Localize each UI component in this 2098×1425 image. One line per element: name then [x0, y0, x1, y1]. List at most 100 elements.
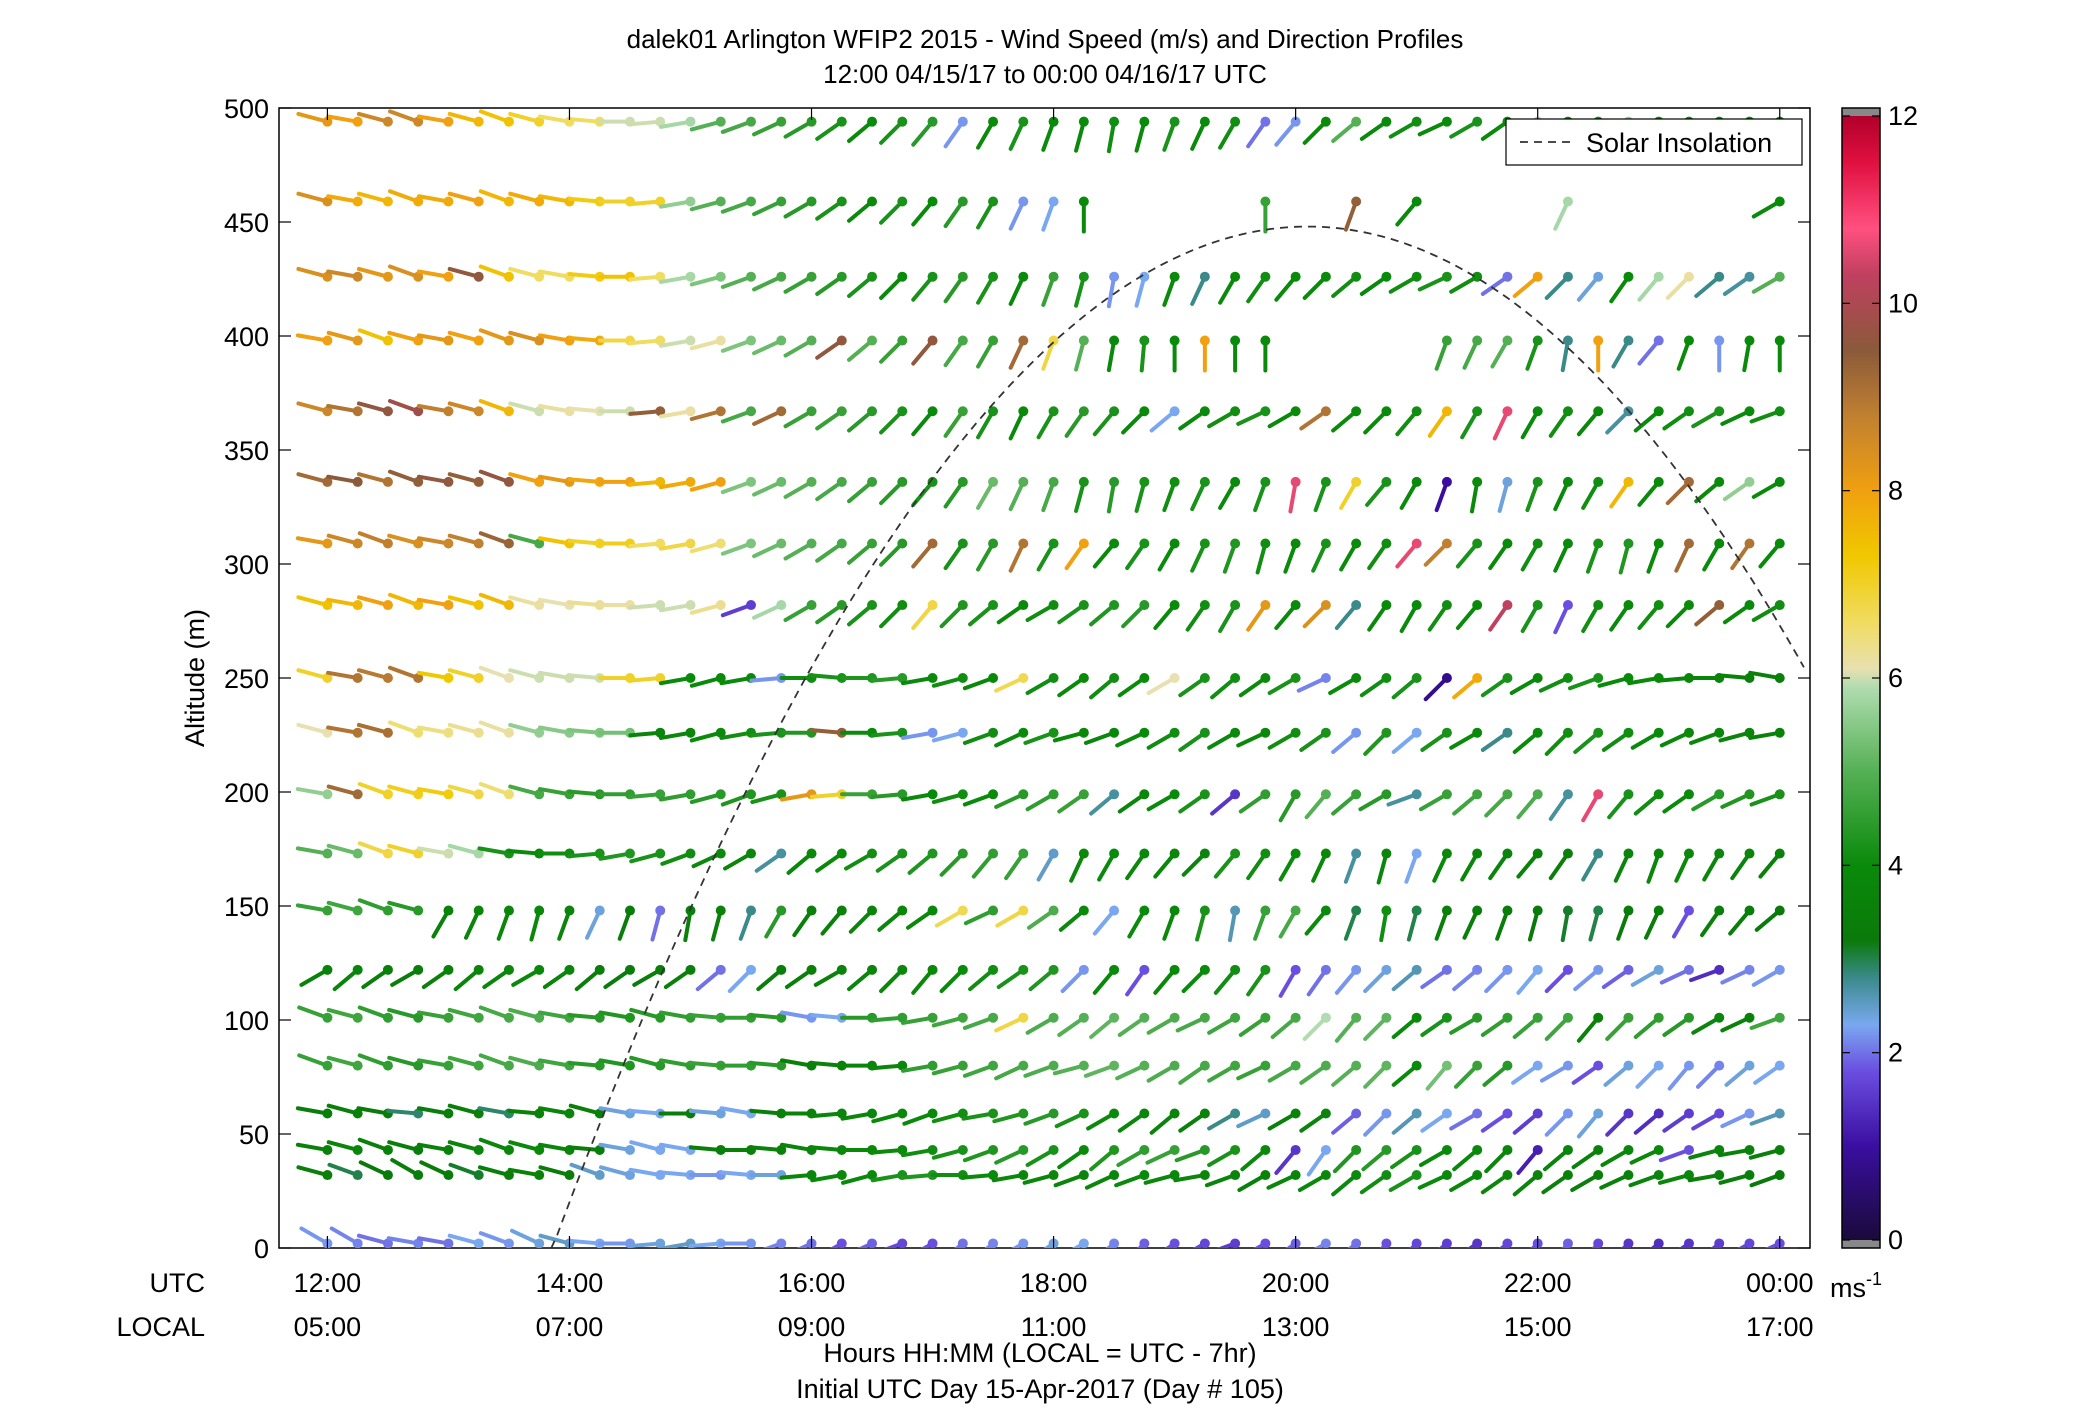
- wind-point: [1623, 1170, 1634, 1181]
- wind-point: [1441, 1108, 1452, 1119]
- wind-point: [1048, 905, 1059, 916]
- wind-stick: [1008, 338, 1026, 370]
- wind-point: [1381, 406, 1392, 417]
- wind-point: [413, 848, 424, 859]
- wind-point: [655, 848, 666, 859]
- wind-stick: [1083, 730, 1117, 745]
- wind-point: [867, 406, 878, 417]
- wind-point: [746, 905, 757, 916]
- wind-point: [1230, 789, 1241, 800]
- wind-stick: [689, 274, 723, 287]
- wind-stick: [1267, 676, 1298, 695]
- wind-point: [1048, 538, 1059, 549]
- wind-point: [322, 848, 333, 859]
- wind-point: [988, 1170, 999, 1181]
- wind-point: [655, 271, 666, 282]
- wind-stick: [537, 474, 572, 484]
- wind-point: [1502, 727, 1513, 738]
- wind-stick: [1218, 119, 1238, 150]
- wind-point: [1139, 1170, 1150, 1181]
- wind-stick: [720, 199, 754, 214]
- wind-stick: [1178, 1063, 1207, 1085]
- wind-stick: [569, 1162, 602, 1178]
- wind-stick: [1105, 1241, 1117, 1248]
- wind-point: [867, 476, 878, 487]
- wind-stick: [994, 730, 1026, 748]
- wind-point: [1502, 476, 1513, 487]
- wind-point: [534, 116, 545, 127]
- wind-point: [1774, 848, 1785, 859]
- wind-stick: [1434, 908, 1449, 941]
- wind-stick: [629, 1140, 663, 1152]
- wind-stick: [1267, 730, 1298, 750]
- wind-stick: [598, 1106, 632, 1116]
- wind-stick: [1195, 908, 1207, 942]
- wind-point: [564, 964, 575, 975]
- wind-point: [715, 905, 726, 916]
- wind-profile-marks: [295, 109, 1785, 1248]
- wind-stick: [779, 1058, 814, 1068]
- wind-point: [1048, 727, 1059, 738]
- wind-point: [1683, 1170, 1694, 1181]
- wind-point: [1290, 727, 1301, 738]
- wind-point: [382, 1170, 393, 1181]
- wind-point: [1502, 406, 1513, 417]
- wind-stick: [962, 1015, 996, 1030]
- wind-stick: [1359, 119, 1389, 141]
- wind-point: [322, 727, 333, 738]
- wind-stick: [1092, 541, 1117, 569]
- wind-stick: [1629, 1147, 1661, 1165]
- wind-point: [836, 1170, 847, 1181]
- wind-point: [988, 196, 999, 207]
- wind-stick: [1637, 603, 1661, 631]
- wind-point: [1774, 1144, 1785, 1155]
- wind-point: [473, 600, 484, 611]
- wind-stick: [1749, 409, 1782, 424]
- wind-stick: [1628, 1173, 1661, 1188]
- wind-point: [443, 271, 454, 282]
- wind-point: [1441, 673, 1452, 683]
- wind-stick: [447, 843, 481, 856]
- wind-point: [746, 476, 757, 487]
- wind-point: [1320, 905, 1331, 916]
- wind-point: [1230, 1108, 1241, 1119]
- wind-point: [382, 476, 393, 487]
- wind-stick: [508, 266, 542, 279]
- wind-point: [1562, 789, 1573, 800]
- colorbar-top-cap: [1842, 108, 1880, 116]
- wind-stick: [508, 191, 542, 204]
- wind-stick: [1283, 541, 1298, 574]
- wind-point: [624, 1012, 635, 1023]
- wind-stick: [1591, 1241, 1601, 1248]
- wind-point: [1139, 727, 1150, 738]
- wind-point: [1169, 476, 1180, 487]
- wind-point: [1593, 1144, 1604, 1155]
- wind-point: [897, 727, 908, 738]
- wind-stick: [1427, 603, 1449, 632]
- wind-point: [867, 538, 878, 549]
- wind-point: [1109, 1144, 1120, 1155]
- wind-point: [1472, 964, 1483, 975]
- wind-point: [1048, 1012, 1059, 1023]
- wind-stick: [1086, 1111, 1117, 1131]
- wind-point: [867, 335, 878, 346]
- wind-point: [1593, 538, 1604, 549]
- wind-point: [1532, 406, 1543, 417]
- wind-point: [534, 1170, 545, 1181]
- wind-point: [1320, 789, 1331, 800]
- wind-stick: [1036, 541, 1056, 572]
- wind-point: [1532, 271, 1543, 282]
- colorbar-ticks: 0 2 4 6 8 10 12: [1842, 101, 1918, 1255]
- wind-stick: [416, 269, 451, 279]
- wind-point: [685, 406, 696, 417]
- wind-point: [352, 335, 363, 346]
- wind-point: [1381, 116, 1392, 127]
- wind-stick: [1702, 541, 1722, 572]
- wind-point: [1714, 964, 1725, 975]
- wind-point: [1230, 600, 1241, 611]
- wind-point: [1381, 1238, 1392, 1248]
- wind-stick: [783, 119, 814, 139]
- wind-stick: [1278, 967, 1298, 998]
- wind-point: [746, 335, 757, 346]
- wind-point: [806, 406, 817, 417]
